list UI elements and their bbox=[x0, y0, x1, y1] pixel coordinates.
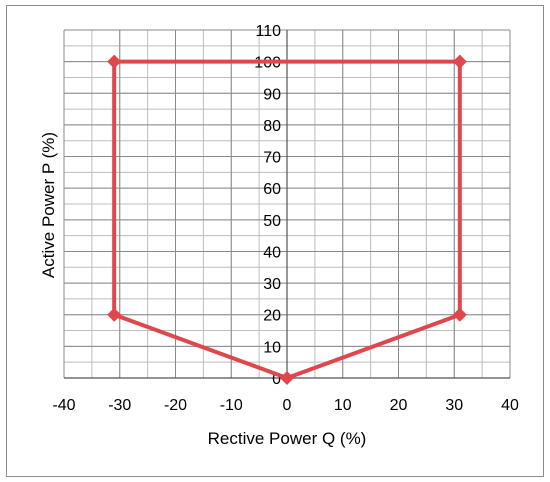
x-tick-label: 20 bbox=[390, 397, 408, 414]
x-tick-label: 10 bbox=[334, 397, 352, 414]
data-point-marker bbox=[452, 307, 467, 322]
data-point-marker bbox=[280, 371, 294, 385]
x-tick-label: -10 bbox=[220, 397, 243, 414]
y-tick-label: 40 bbox=[263, 244, 281, 261]
y-tick-label: 20 bbox=[263, 308, 281, 325]
x-axis-label: Rective Power Q (%) bbox=[208, 429, 367, 448]
y-tick-label: 70 bbox=[263, 150, 281, 167]
data-point-marker bbox=[452, 54, 467, 69]
y-tick-label: 90 bbox=[263, 86, 281, 103]
y-tick-label: 80 bbox=[263, 118, 281, 135]
grid bbox=[63, 29, 511, 379]
y-tick-label: 50 bbox=[263, 213, 281, 230]
x-tick-label: -20 bbox=[164, 397, 187, 414]
y-tick-label: 10 bbox=[263, 339, 281, 356]
y-tick-label: 30 bbox=[263, 276, 281, 293]
tick-labels: -40 -30 -20 -10 0 10 20 30 40 0 10 20 30 40 50 60 70 80 90… bbox=[52, 23, 519, 414]
series-layer bbox=[107, 54, 467, 385]
x-tick-label: 40 bbox=[501, 397, 519, 414]
x-tick-label: 0 bbox=[283, 397, 292, 414]
data-point-marker bbox=[107, 54, 122, 69]
series-line bbox=[112, 59, 462, 380]
data-point-marker bbox=[107, 307, 122, 322]
y-tick-label: 0 bbox=[272, 371, 281, 388]
y-axis-label: Active Power P (%) bbox=[39, 132, 58, 278]
x-tick-label: -40 bbox=[52, 397, 75, 414]
x-tick-label: -30 bbox=[108, 397, 131, 414]
x-tick-label: 30 bbox=[445, 397, 463, 414]
y-tick-label: 110 bbox=[255, 23, 281, 40]
y-tick-label: 60 bbox=[263, 181, 281, 198]
